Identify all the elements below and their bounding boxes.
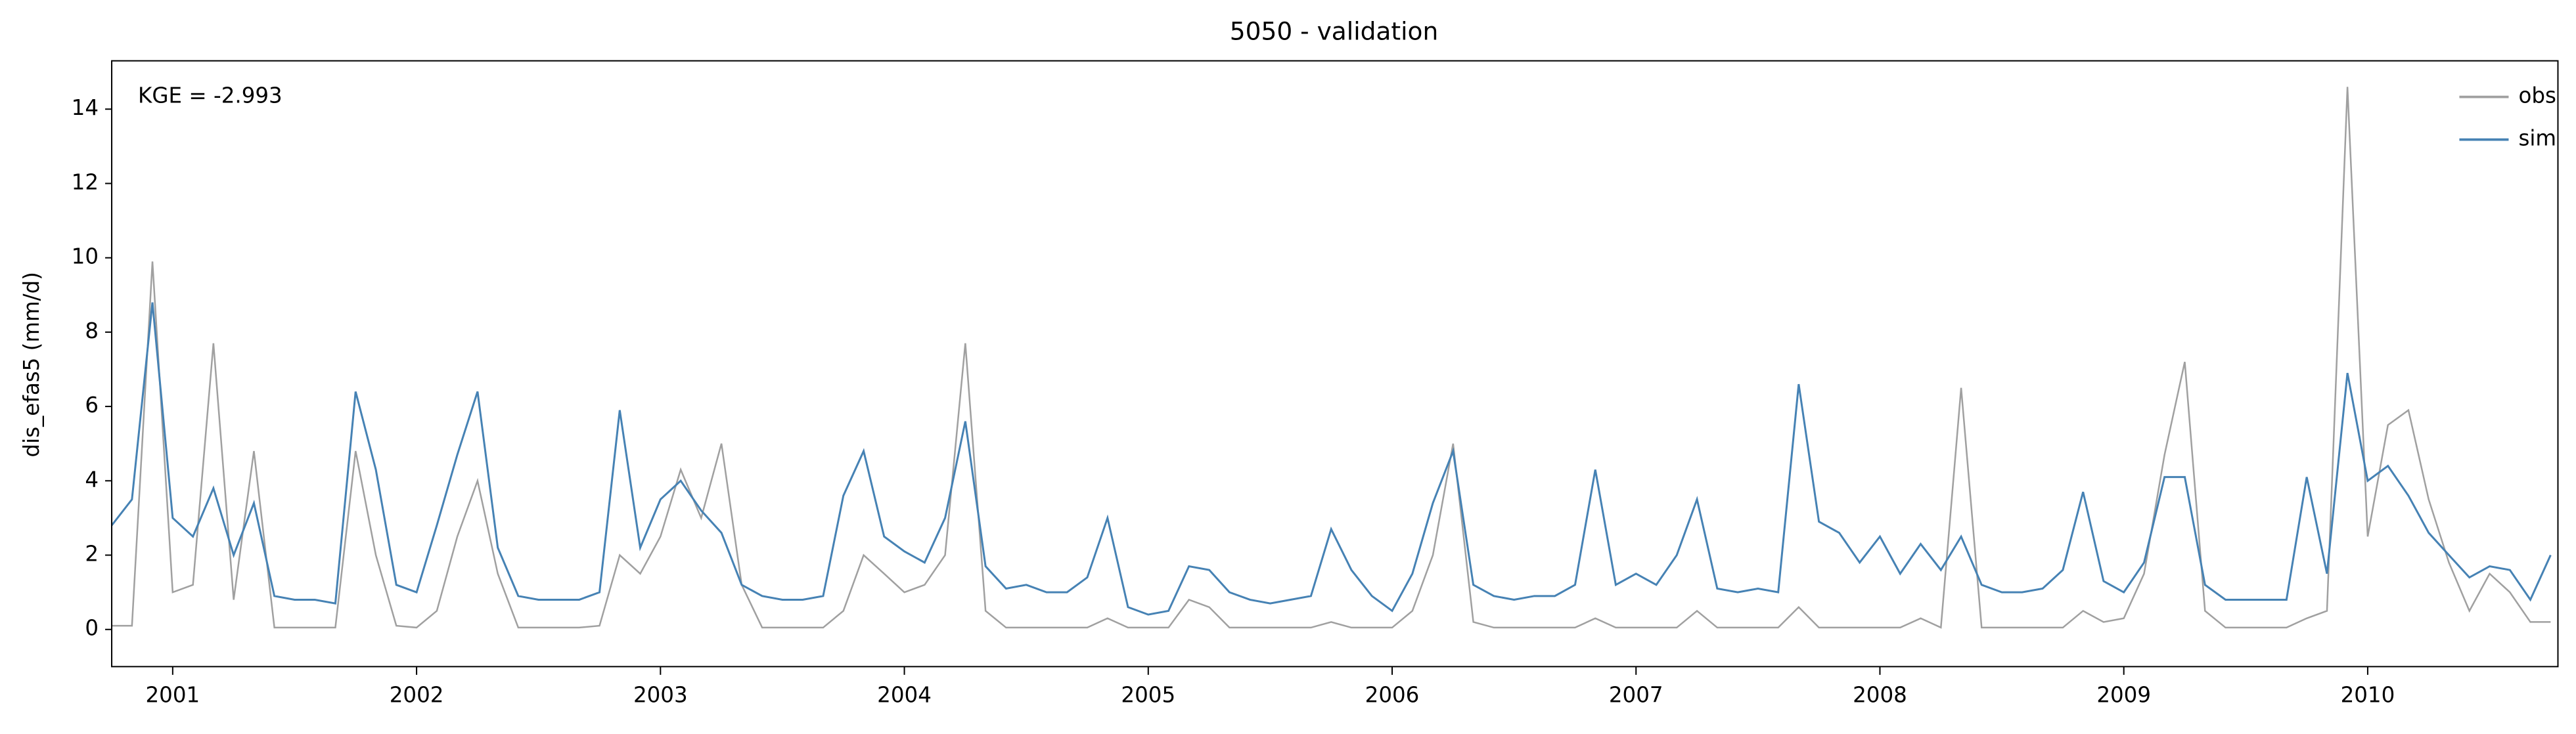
y-tick-label: 12 <box>72 169 99 194</box>
x-tick-label: 2007 <box>1609 682 1663 707</box>
x-tick-label: 2004 <box>877 682 932 707</box>
y-axis-label: dis_efas5 (mm/d) <box>19 272 44 457</box>
legend-label: obs <box>2518 83 2556 108</box>
legend-label: sim <box>2518 126 2556 151</box>
y-tick-label: 10 <box>72 244 99 269</box>
x-tick-label: 2003 <box>633 682 688 707</box>
x-tick-label: 2008 <box>1853 682 1907 707</box>
x-tick-label: 2002 <box>390 682 444 707</box>
y-tick-label: 0 <box>85 616 99 641</box>
y-tick-label: 14 <box>72 95 99 120</box>
y-tick-label: 4 <box>85 467 99 492</box>
x-tick-label: 2009 <box>2096 682 2151 707</box>
y-tick-label: 2 <box>85 542 99 567</box>
plot-frame <box>111 60 2559 668</box>
series-line <box>112 302 2552 616</box>
x-tick-label: 2006 <box>1365 682 1420 707</box>
series-line <box>112 87 2551 629</box>
x-tick-label: 2001 <box>145 682 200 707</box>
y-tick-label: 6 <box>85 393 99 418</box>
x-tick-label: 2010 <box>2341 682 2395 707</box>
annotation: KGE = -2.993 <box>138 83 282 108</box>
y-tick-label: 8 <box>85 318 99 343</box>
x-tick-label: 2005 <box>1121 682 1175 707</box>
chart-title: 5050 - validation <box>1230 17 1438 46</box>
